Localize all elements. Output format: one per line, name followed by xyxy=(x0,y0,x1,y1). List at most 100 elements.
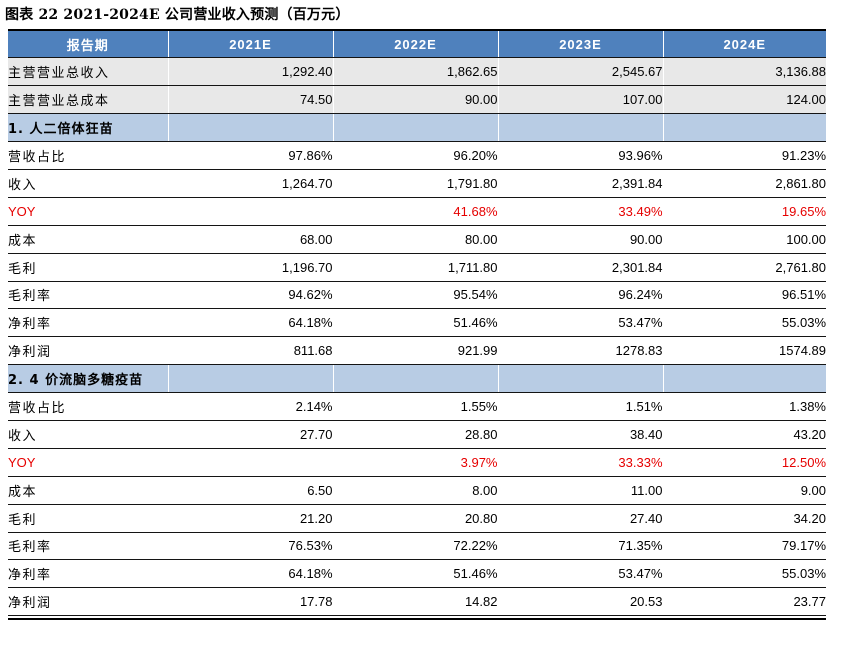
table-row: 净利率 64.18% 51.46% 53.47% 55.03% xyxy=(8,559,826,589)
section-row: 2. 4 价流脑多糖疫苗 xyxy=(8,364,826,394)
value-cell: 1,292.40 xyxy=(167,57,333,87)
value-cell: 27.40 xyxy=(497,504,663,533)
value-cell xyxy=(332,113,498,143)
table-row: 毛利率 94.62% 95.54% 96.24% 96.51% xyxy=(8,281,826,310)
header-cell-2022e: 2022E xyxy=(332,30,498,59)
table-row: YOY 41.68% 33.49% 19.65% xyxy=(8,197,826,226)
value-cell: 55.03% xyxy=(662,559,826,589)
table-row: 净利润 17.78 14.82 20.53 23.77 xyxy=(8,587,826,617)
table-row: 营收占比 97.86% 96.20% 93.96% 91.23% xyxy=(8,141,826,170)
value-cell: 107.00 xyxy=(497,85,663,115)
header-cell-2021e: 2021E xyxy=(167,30,333,59)
value-cell: 34.20 xyxy=(662,504,826,533)
value-cell: 93.96% xyxy=(497,141,663,170)
header-row: 报告期 2021E 2022E 2023E 2024E xyxy=(8,30,826,59)
value-cell: 100.00 xyxy=(662,225,826,254)
value-cell xyxy=(167,364,333,394)
value-cell: 23.77 xyxy=(662,587,826,617)
row-label: 主营营业总成本 xyxy=(8,85,168,115)
value-cell: 12.50% xyxy=(662,448,826,477)
value-cell: 53.47% xyxy=(497,308,663,338)
value-cell: 2,545.67 xyxy=(497,57,663,87)
value-cell: 38.40 xyxy=(497,420,663,449)
table-row: 毛利 21.20 20.80 27.40 34.20 xyxy=(8,504,826,533)
value-cell: 96.24% xyxy=(497,281,663,310)
value-cell: 43.20 xyxy=(662,420,826,449)
report-figure: 图表 22 2021-2024E 公司营业收入预测（百万元） 报告期 2021E 2… xyxy=(5,7,826,621)
table-row: 成本 68.00 80.00 90.00 100.00 xyxy=(8,225,826,254)
value-cell: 90.00 xyxy=(332,85,498,115)
value-cell: 2,301.84 xyxy=(497,253,663,282)
table-bottom-border xyxy=(8,618,826,621)
table-row: 收入 27.70 28.80 38.40 43.20 xyxy=(8,420,826,449)
value-cell: 2,391.84 xyxy=(497,169,663,198)
table-body: 主营营业总收入 1,292.40 1,862.65 2,545.67 3,136.88 主… xyxy=(8,57,826,617)
value-cell: 41.68% xyxy=(332,197,498,226)
value-cell: 51.46% xyxy=(332,308,498,338)
row-label: 净利率 xyxy=(8,559,168,589)
row-label: 收入 xyxy=(8,420,168,449)
value-cell: 20.80 xyxy=(332,504,498,533)
value-cell: 1,264.70 xyxy=(167,169,333,198)
section-row: 1. 人二倍体狂苗 xyxy=(8,113,826,143)
value-cell: 51.46% xyxy=(332,559,498,589)
value-cell: 1278.83 xyxy=(497,336,663,366)
row-label: 主营营业总收入 xyxy=(8,57,168,87)
header-cell-2023e: 2023E xyxy=(497,30,663,59)
value-cell: 19.65% xyxy=(662,197,826,226)
row-label: 净利润 xyxy=(8,587,168,617)
value-cell: 94.62% xyxy=(167,281,333,310)
value-cell xyxy=(497,113,663,143)
value-cell: 20.53 xyxy=(497,587,663,617)
table-row: 成本 6.50 8.00 11.00 9.00 xyxy=(8,476,826,505)
value-cell: 55.03% xyxy=(662,308,826,338)
row-label: 成本 xyxy=(8,225,168,254)
row-label: YOY xyxy=(8,448,168,477)
value-cell: 74.50 xyxy=(167,85,333,115)
value-cell: 96.20% xyxy=(332,141,498,170)
value-cell xyxy=(167,448,333,477)
value-cell xyxy=(662,113,826,143)
table-row: 净利率 64.18% 51.46% 53.47% 55.03% xyxy=(8,308,826,338)
table-row: 毛利 1,196.70 1,711.80 2,301.84 2,761.80 xyxy=(8,253,826,282)
value-cell: 11.00 xyxy=(497,476,663,505)
value-cell xyxy=(662,364,826,394)
value-cell: 1,196.70 xyxy=(167,253,333,282)
value-cell: 1,711.80 xyxy=(332,253,498,282)
table-row: YOY 3.97% 33.33% 12.50% xyxy=(8,448,826,477)
forecast-table: 报告期 2021E 2022E 2023E 2024E 主营营业总收入 1,292.40 1… xyxy=(8,29,826,617)
value-cell: 2,861.80 xyxy=(662,169,826,198)
value-cell: 3,136.88 xyxy=(662,57,826,87)
row-label: 毛利率 xyxy=(8,532,168,561)
table-row: 主营营业总收入 1,292.40 1,862.65 2,545.67 3,136.88 xyxy=(8,57,826,87)
value-cell: 1.38% xyxy=(662,392,826,421)
value-cell: 2.14% xyxy=(167,392,333,421)
value-cell: 124.00 xyxy=(662,85,826,115)
value-cell: 14.82 xyxy=(332,587,498,617)
row-label: 成本 xyxy=(8,476,168,505)
table-row: 营收占比 2.14% 1.55% 1.51% 1.38% xyxy=(8,392,826,421)
value-cell: 90.00 xyxy=(497,225,663,254)
table-row: 主营营业总成本 74.50 90.00 107.00 124.00 xyxy=(8,85,826,115)
value-cell: 21.20 xyxy=(167,504,333,533)
value-cell: 64.18% xyxy=(167,308,333,338)
value-cell: 921.99 xyxy=(332,336,498,366)
header-cell-report-period: 报告期 xyxy=(8,30,168,59)
row-label: 毛利 xyxy=(8,253,168,282)
row-label: 净利润 xyxy=(8,336,168,366)
row-label: 1. 人二倍体狂苗 xyxy=(8,113,168,143)
row-label: 净利率 xyxy=(8,308,168,338)
value-cell: 97.86% xyxy=(167,141,333,170)
row-label: 2. 4 价流脑多糖疫苗 xyxy=(8,364,168,394)
value-cell: 2,761.80 xyxy=(662,253,826,282)
value-cell: 95.54% xyxy=(332,281,498,310)
value-cell: 53.47% xyxy=(497,559,663,589)
value-cell xyxy=(332,364,498,394)
value-cell: 6.50 xyxy=(167,476,333,505)
value-cell: 91.23% xyxy=(662,141,826,170)
value-cell: 17.78 xyxy=(167,587,333,617)
value-cell: 28.80 xyxy=(332,420,498,449)
value-cell: 9.00 xyxy=(662,476,826,505)
value-cell: 72.22% xyxy=(332,532,498,561)
row-label: 毛利 xyxy=(8,504,168,533)
